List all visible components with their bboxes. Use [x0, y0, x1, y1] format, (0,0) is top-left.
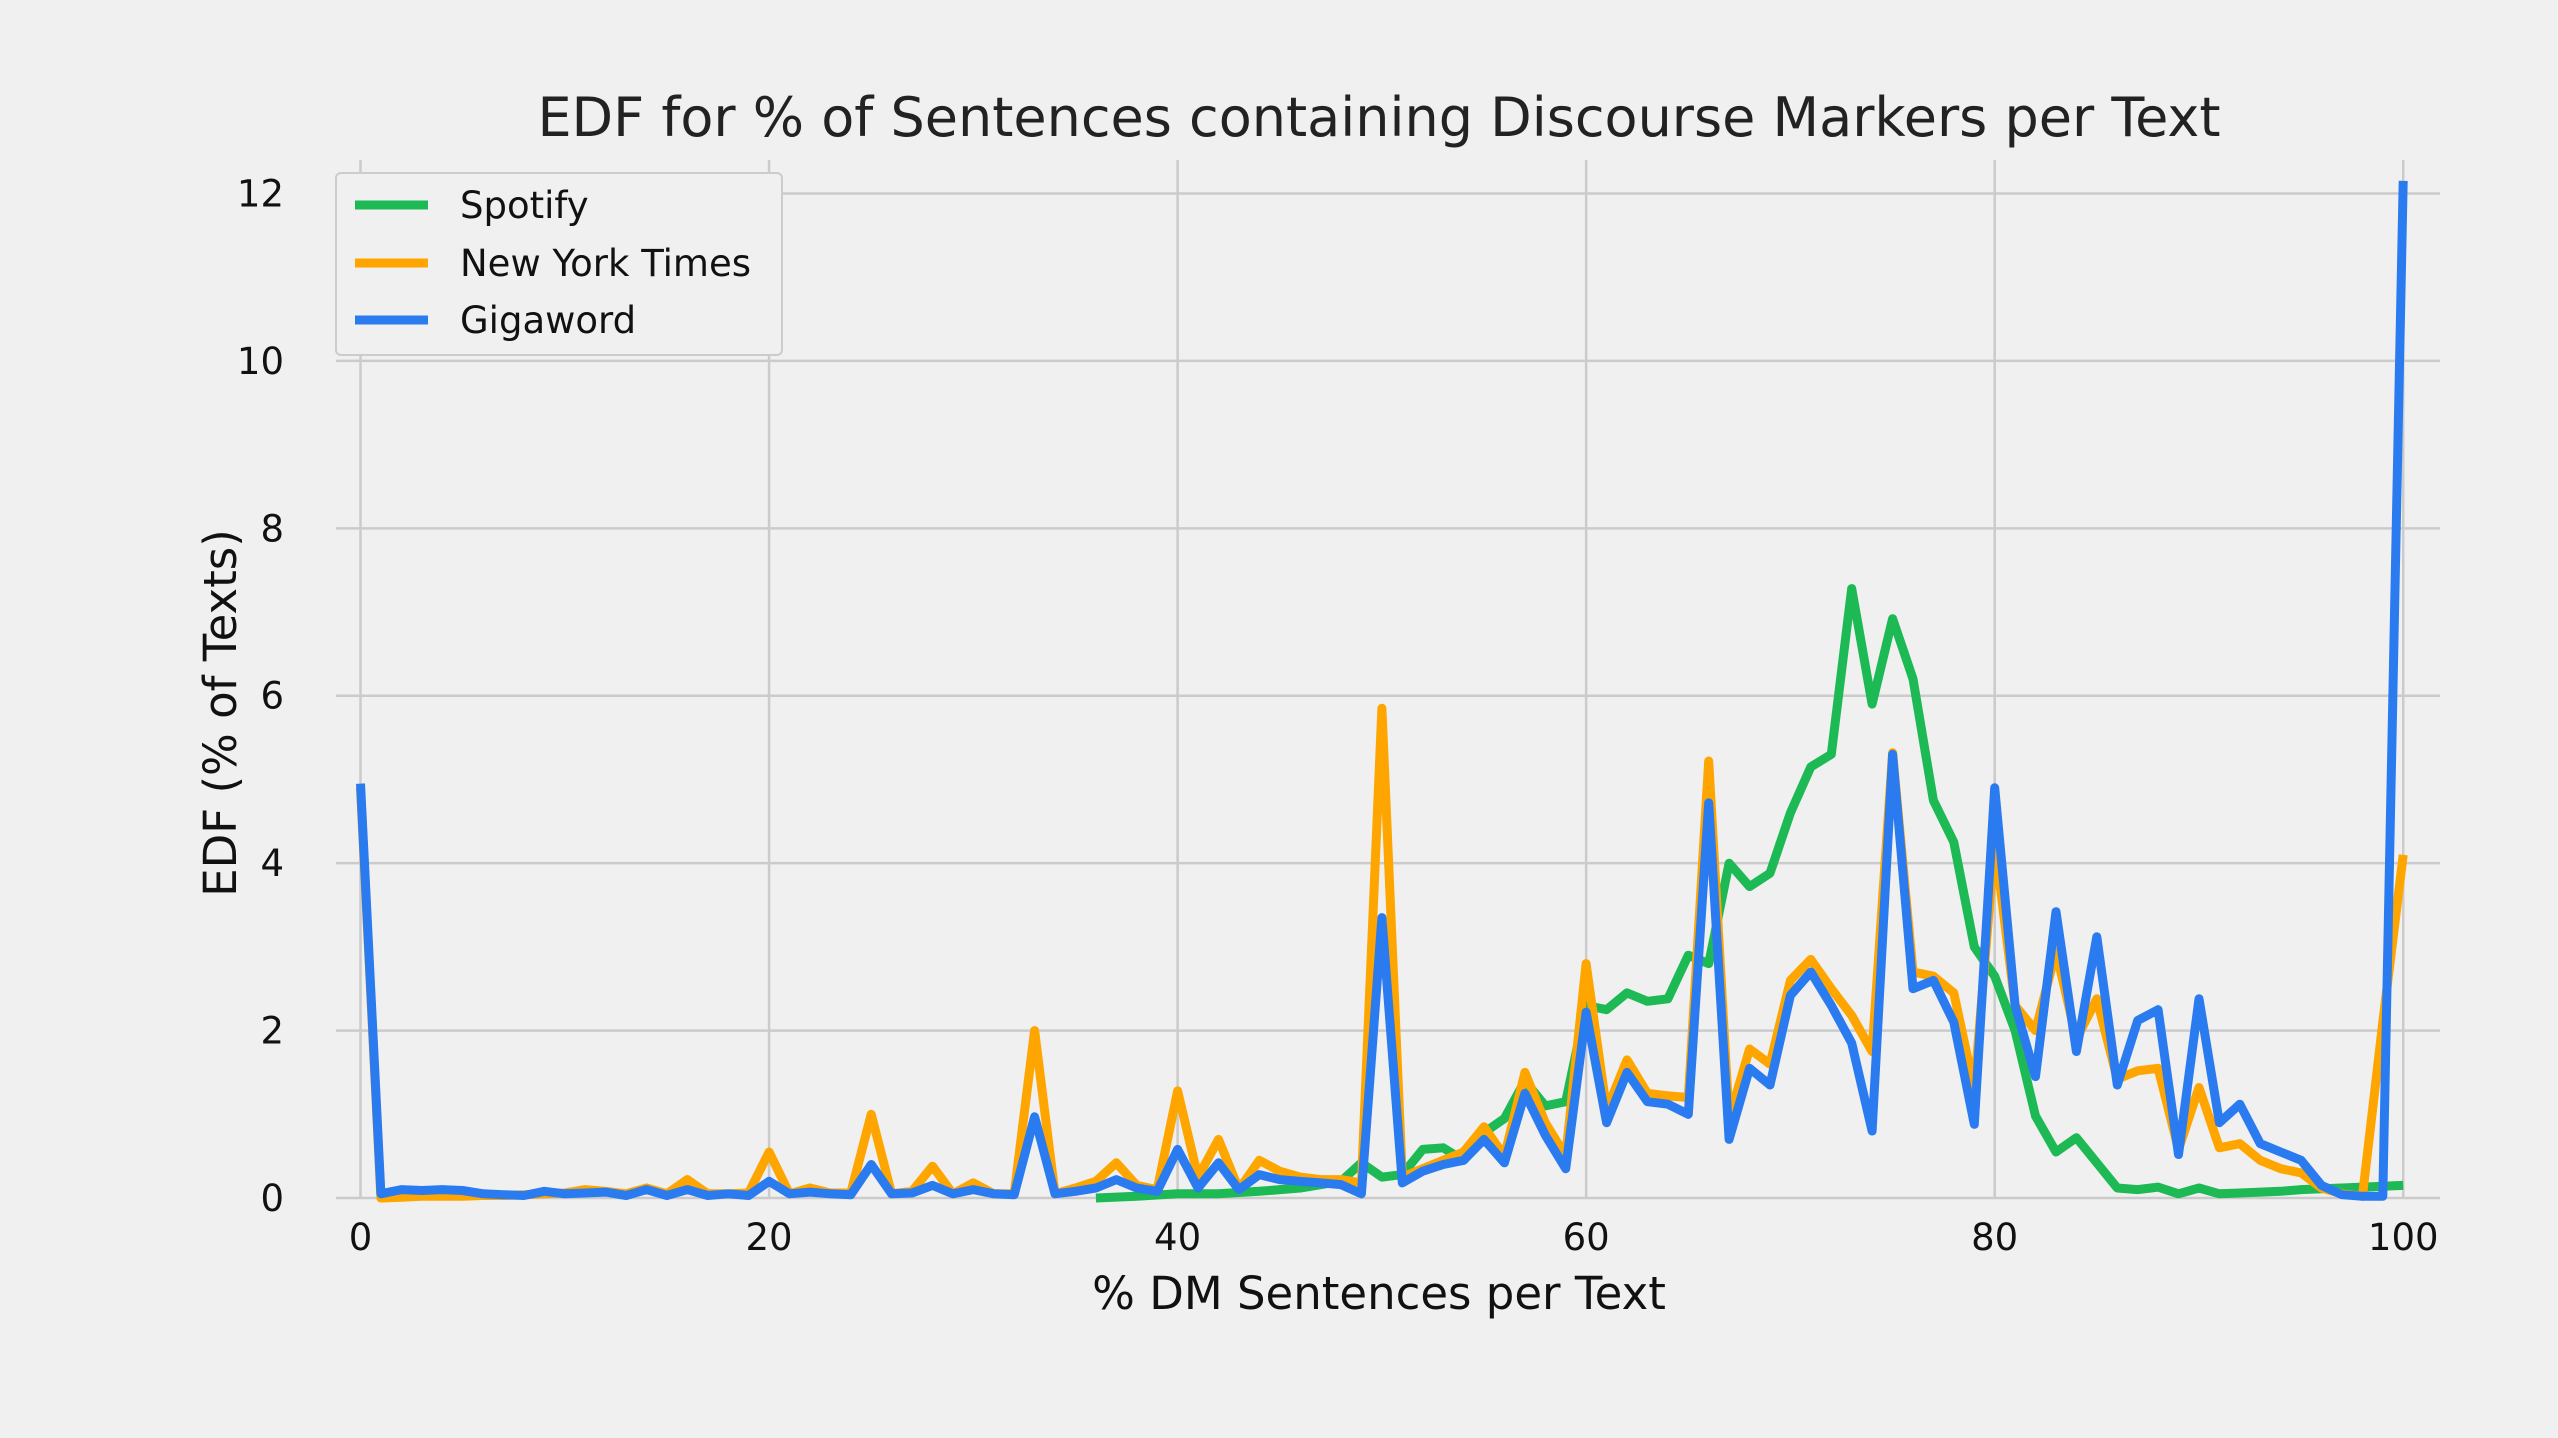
x-tick-label: 80: [1971, 1216, 2018, 1259]
legend-label-spotify: Spotify: [460, 184, 589, 227]
series-lines: [356, 180, 2408, 1203]
series-line-spotify: [1095, 584, 2404, 1203]
chart-title: EDF for % of Sentences containing Discou…: [537, 86, 2220, 149]
gridlines: [336, 160, 2440, 1200]
x-tick-label: 60: [1563, 1216, 1610, 1259]
x-axis-label: % DM Sentences per Text: [1092, 1267, 1666, 1320]
tick-labels: 0 2 4 6 8 10 12 0 20 40 60 80 100: [237, 172, 2439, 1259]
y-tick-label: 12: [237, 172, 284, 215]
x-tick-label: 40: [1154, 1216, 1201, 1259]
y-axis-label: EDF (% of Texts): [194, 529, 247, 897]
y-tick-label: 6: [260, 675, 284, 718]
y-tick-label: 4: [260, 842, 284, 885]
x-tick-label: 0: [349, 1216, 373, 1259]
y-tick-label: 0: [260, 1177, 284, 1220]
legend-label-gigaword: Gigaword: [460, 299, 636, 342]
x-tick-label: 100: [2368, 1216, 2439, 1259]
x-tick-label: 20: [746, 1216, 793, 1259]
series-line-gigaword: [356, 180, 2408, 1201]
legend-label-new-york-times: New York Times: [460, 242, 751, 285]
y-tick-label: 8: [260, 507, 284, 550]
legend: Spotify New York Times Gigaword: [335, 172, 783, 356]
y-tick-label: 10: [237, 340, 284, 383]
legend-box: [335, 172, 783, 356]
y-tick-label: 2: [260, 1010, 284, 1053]
